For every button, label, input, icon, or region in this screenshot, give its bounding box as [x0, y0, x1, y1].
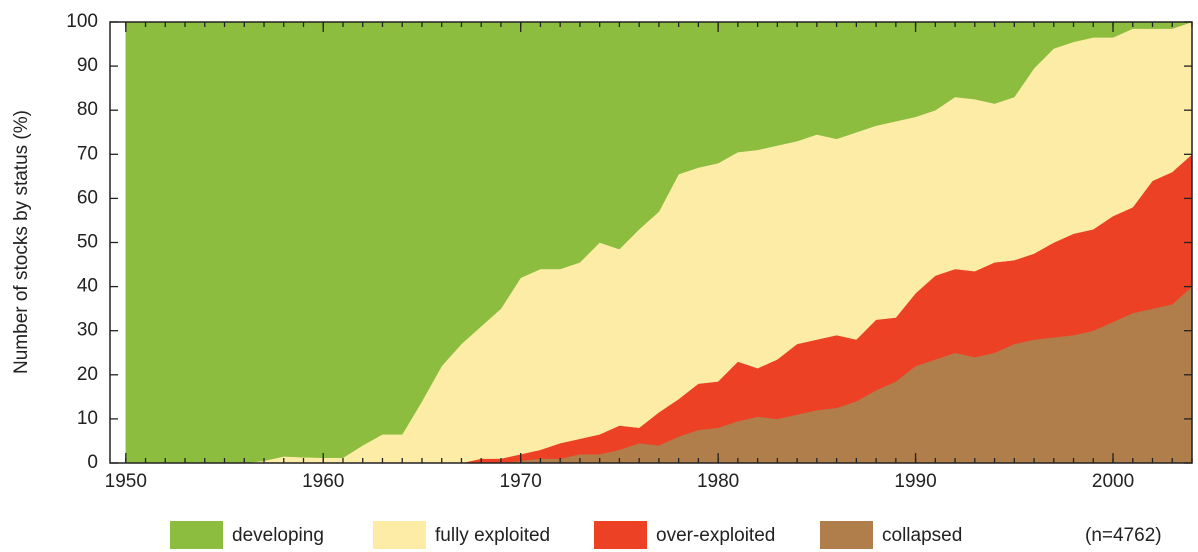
y-tick-label: 30: [77, 320, 98, 341]
y-axis-label: Number of stocks by status (%): [11, 110, 32, 374]
legend-label: developing: [232, 525, 324, 546]
legend-swatch: [373, 521, 426, 549]
annotation: (n=4762): [1085, 525, 1162, 546]
y-tick-label: 20: [77, 364, 98, 385]
y-tick-label: 40: [77, 276, 98, 297]
y-tick-label: 60: [77, 187, 98, 208]
legend-label: over-exploited: [656, 525, 775, 546]
x-tick-label: 1990: [894, 471, 936, 492]
x-tick-label: 1970: [500, 471, 542, 492]
x-tick-label: 1980: [697, 471, 739, 492]
legend-swatch: [820, 521, 873, 549]
x-tick-label: 1950: [105, 471, 147, 492]
y-tick-label: 10: [77, 408, 98, 429]
legend-swatch: [170, 521, 223, 549]
legend-swatch: [594, 521, 647, 549]
y-tick-label: 80: [77, 99, 98, 120]
legend-label: collapsed: [882, 525, 962, 546]
legend-label: fully exploited: [435, 525, 550, 546]
x-tick-label: 1960: [302, 471, 344, 492]
x-tick-label: 2000: [1092, 471, 1134, 492]
y-tick-label: 100: [66, 11, 98, 32]
y-tick-label: 0: [87, 452, 98, 473]
y-tick-label: 70: [77, 143, 98, 164]
y-tick-label: 90: [77, 55, 98, 76]
y-tick-label: 50: [77, 232, 98, 253]
